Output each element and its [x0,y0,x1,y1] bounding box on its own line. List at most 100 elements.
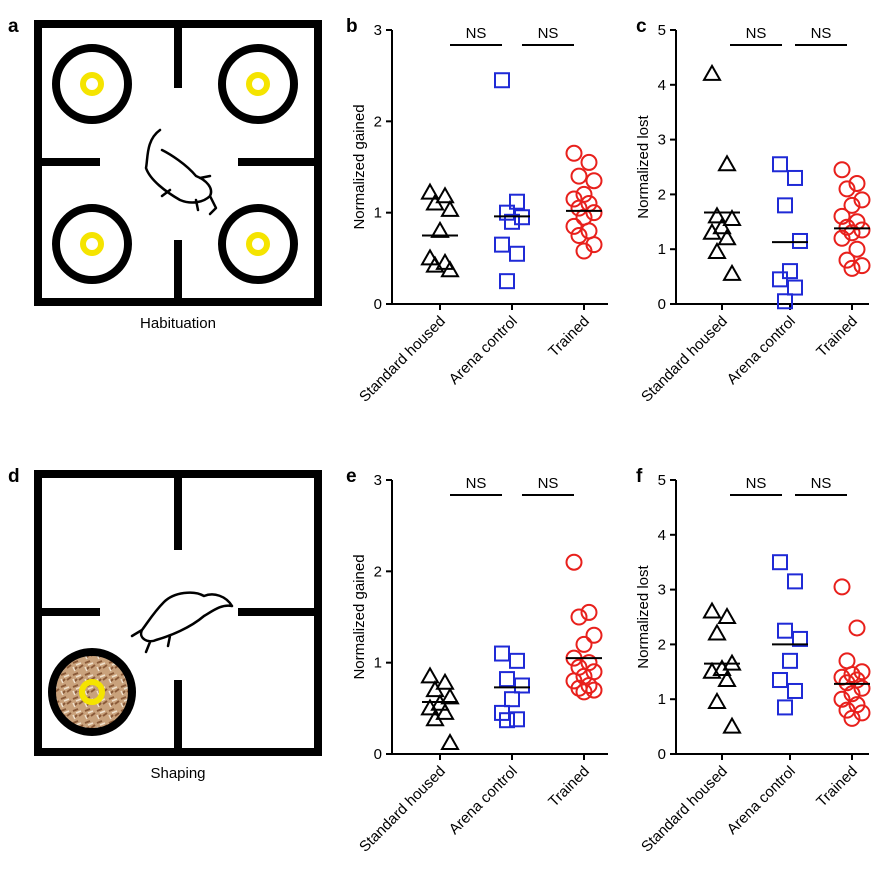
point [709,694,725,708]
figure: a Habituation d Shaping b Normalized gain… [0,0,873,881]
point [724,266,740,280]
diagram-habituation: a Habituation [8,16,318,332]
x-tick-label: Arena control [446,763,521,838]
y-tick-label: 3 [658,582,666,599]
point [567,555,582,570]
y-tick-label: 0 [374,296,382,313]
point [704,66,720,80]
diagram-shaping: d Shaping [8,466,318,782]
point [709,244,725,258]
point [788,281,802,295]
panel-label: e [346,466,357,487]
y-tick-label: 2 [374,563,382,580]
point [442,202,458,216]
point [567,219,582,234]
x-tick-label: Standard housed [638,763,731,856]
point [510,247,524,261]
x-tick-label: Arena control [724,763,799,838]
point [567,146,582,161]
point [495,73,509,87]
x-tick-label: Arena control [446,313,521,388]
point [719,609,735,623]
point [773,673,787,687]
point [442,735,458,749]
point [437,188,453,202]
point [719,156,735,170]
y-tick-label: 1 [658,691,666,708]
y-tick-label: 3 [658,132,666,149]
point [422,668,438,682]
x-tick-label: Standard housed [356,763,449,856]
point [850,620,865,635]
point [773,272,787,286]
point [500,672,514,686]
point [515,679,529,693]
point [778,198,792,212]
y-axis-label: Normalized gained [351,554,368,679]
panel-label: f [636,466,643,487]
y-tick-label: 0 [658,746,666,763]
y-axis-label: Normalized lost [635,114,652,218]
point [855,258,870,273]
point [437,705,453,719]
y-tick-label: 3 [374,472,382,489]
significance-label: NS [538,475,559,492]
y-tick-label: 4 [658,527,666,544]
point [788,684,802,698]
diagram-caption: Shaping [150,765,205,782]
point [773,157,787,171]
point [582,155,597,170]
x-tick-label: Standard housed [638,313,731,406]
strip-chart: b Normalized gained 0 1 2 3 Standard housedAre… [346,16,608,406]
significance-label: NS [746,475,767,492]
point [778,624,792,638]
y-tick-label: 0 [658,296,666,313]
point [495,238,509,252]
point [495,647,509,661]
panel-label: a [8,16,19,37]
point [587,173,602,188]
y-tick-label: 2 [658,186,666,203]
y-axis-label: Normalized gained [351,104,368,229]
significance-label: NS [746,25,767,42]
point [783,264,797,278]
x-tick-label: Arena control [724,313,799,388]
point [835,162,850,177]
x-tick-label: Trained [545,763,593,811]
point [783,654,797,668]
point [500,274,514,288]
significance-label: NS [538,25,559,42]
x-tick-label: Trained [813,313,861,361]
y-tick-label: 2 [658,636,666,653]
strip-chart: eNormalized gained0123Standard housedAre… [346,466,608,856]
y-tick-label: 1 [374,655,382,672]
y-tick-label: 2 [374,113,382,130]
point [788,574,802,588]
y-tick-label: 1 [658,241,666,258]
y-tick-label: 4 [658,77,666,94]
significance-label: NS [466,475,487,492]
panel-label: d [8,466,20,487]
diagram-caption: Habituation [140,315,216,332]
point [577,637,592,652]
point [505,692,519,706]
point [704,604,720,618]
point [587,628,602,643]
point [793,234,807,248]
point [510,712,524,726]
point [835,579,850,594]
y-tick-label: 1 [374,205,382,222]
x-tick-label: Trained [813,763,861,811]
point [437,675,453,689]
panel-label: b [346,16,358,37]
significance-label: NS [466,25,487,42]
significance-label: NS [811,475,832,492]
point [709,625,725,639]
y-tick-label: 3 [374,22,382,39]
x-tick-label: Standard housed [356,313,449,406]
y-tick-label: 5 [658,472,666,489]
panel-label: c [636,16,647,37]
point [724,719,740,733]
